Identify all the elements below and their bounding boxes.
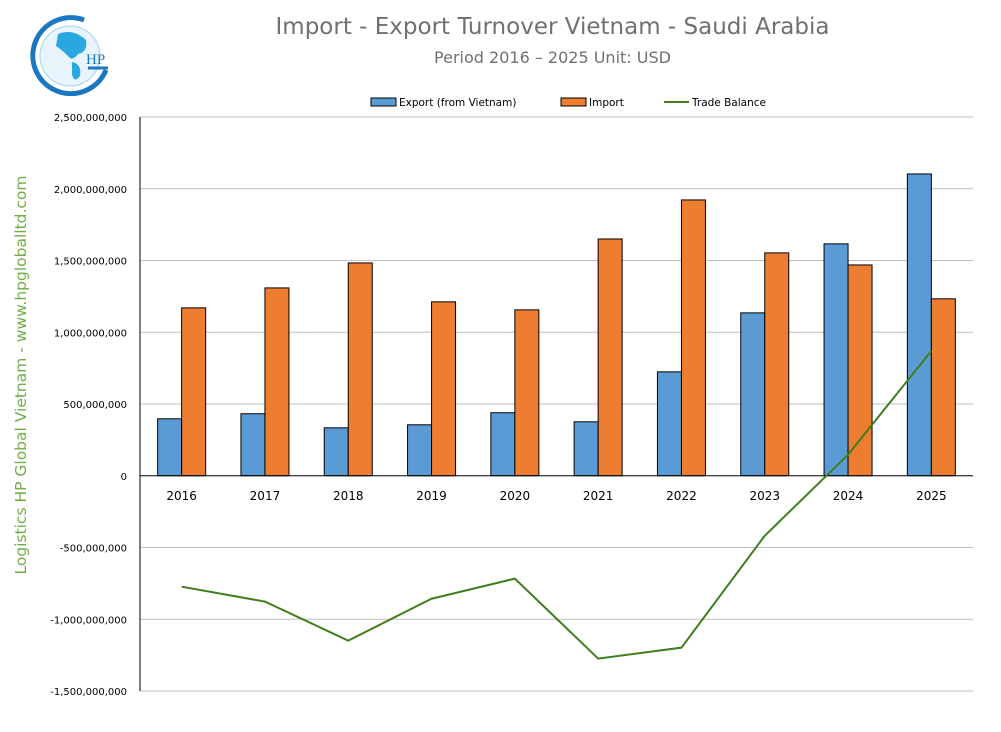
bar-import-2021 [597, 238, 623, 477]
bar-export-2022 [656, 371, 682, 477]
trade-balance-line [181, 350, 933, 660]
x-tick-label: 2025 [916, 489, 947, 503]
x-tick-label: 2019 [416, 489, 447, 503]
bar-export-2017 [240, 413, 266, 477]
x-tick-label: 2016 [166, 489, 197, 503]
bar-export-2016 [157, 418, 183, 477]
y-tick-label: 1,500,000,000 [54, 257, 127, 268]
x-tick-label: 2024 [833, 489, 864, 503]
y-tick-label: 2,500,000,000 [54, 113, 127, 124]
bar-import-2019 [431, 301, 457, 477]
x-tick-label: 2018 [333, 489, 364, 503]
bar-import-2022 [680, 199, 706, 477]
bar-export-2018 [323, 427, 349, 477]
legend-label: Trade Balance [691, 97, 766, 109]
legend-label: Export (from Vietnam) [399, 97, 516, 109]
logo-text: HP [86, 52, 105, 68]
y-tick-label: 500,000,000 [63, 400, 127, 411]
chart-title: Import - Export Turnover Vietnam - Saudi… [275, 14, 830, 40]
bar-export-2023 [740, 312, 766, 477]
bar-export-2025 [906, 173, 932, 477]
bar-import-2017 [264, 287, 290, 477]
bar-export-2024 [823, 243, 849, 477]
bar-export-2020 [490, 412, 516, 477]
y-tick-label: 0 [121, 472, 127, 483]
chart-subtitle: Period 2016 – 2025 Unit: USD [434, 48, 671, 67]
bar-import-2025 [930, 298, 956, 477]
bar-import-2020 [514, 309, 540, 477]
y-tick-label: -1,000,000,000 [50, 615, 127, 626]
x-tick-label: 2017 [250, 489, 281, 503]
legend-label: Import [589, 97, 624, 109]
x-tick-label: 2021 [583, 489, 614, 503]
bar-export-2019 [407, 424, 433, 477]
hp-logo: HP [28, 12, 112, 96]
y-tick-label: 2,000,000,000 [54, 185, 127, 196]
legend-swatch [560, 97, 587, 107]
bar-import-2018 [347, 262, 373, 477]
legend-swatch [370, 97, 397, 107]
x-tick-label: 2020 [500, 489, 531, 503]
x-tick-label: 2022 [666, 489, 697, 503]
bar-import-2024 [847, 264, 873, 477]
y-tick-label: -1,500,000,000 [50, 687, 127, 698]
bar-export-2021 [573, 421, 599, 477]
y-tick-label: 1,000,000,000 [54, 328, 127, 339]
bar-import-2016 [181, 307, 207, 477]
bar-import-2023 [764, 252, 790, 477]
x-tick-label: 2023 [749, 489, 780, 503]
y-tick-label: -500,000,000 [60, 544, 127, 555]
